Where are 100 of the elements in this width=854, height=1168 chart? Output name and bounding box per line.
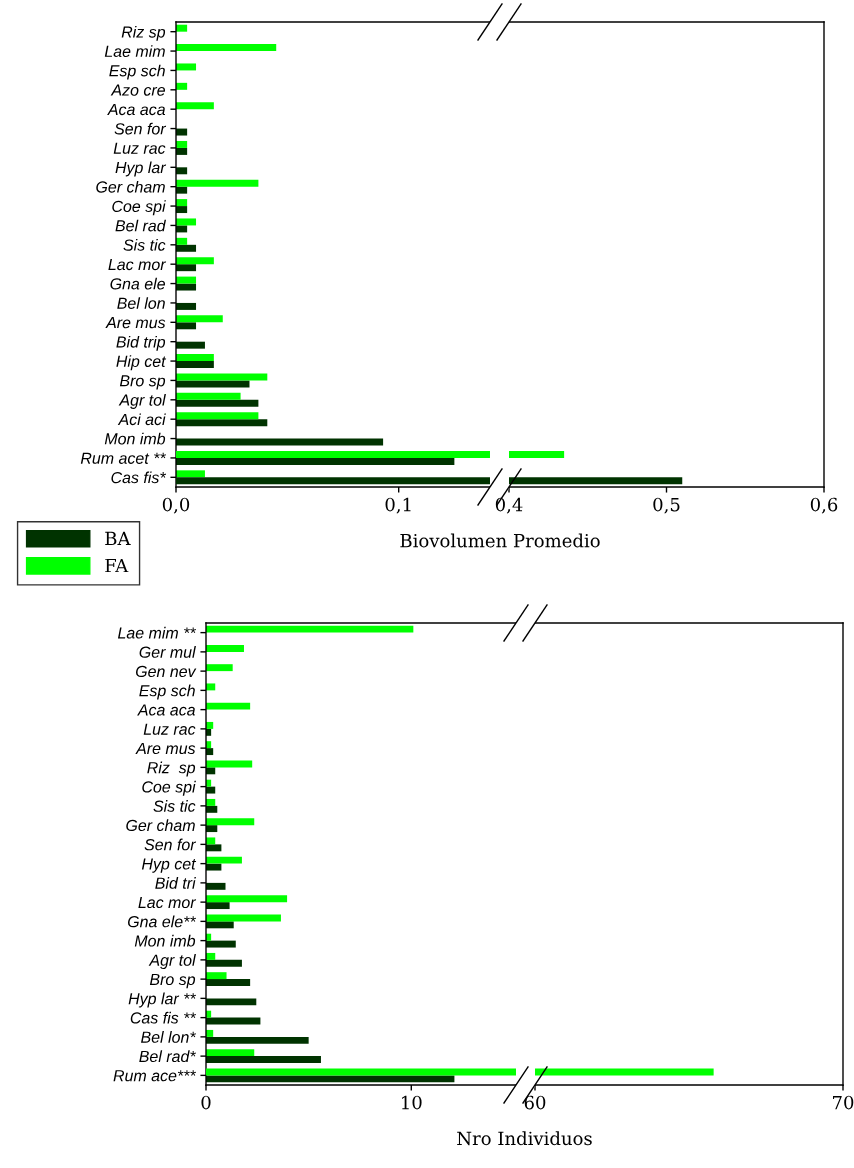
x-axis-title: Biovolumen Promedio xyxy=(400,533,600,548)
bar xyxy=(206,844,222,852)
bar xyxy=(176,44,277,52)
bar xyxy=(176,218,197,226)
x-tick-label: 0,0 xyxy=(162,497,190,514)
bar xyxy=(206,863,222,871)
bar xyxy=(206,805,218,813)
bar xyxy=(206,702,251,710)
y-tick-label: Esp sch xyxy=(139,684,195,700)
bar xyxy=(176,102,214,110)
bar xyxy=(176,140,188,148)
x-tick-label: 10 xyxy=(402,1095,422,1110)
bar xyxy=(206,1036,309,1044)
bar xyxy=(176,361,214,369)
y-tick-label: Are mus xyxy=(135,742,196,755)
bar xyxy=(176,147,188,155)
x-tick-label: 70 xyxy=(833,1095,854,1110)
bar xyxy=(176,179,259,187)
y-tick-label: Bel lon xyxy=(117,297,165,309)
bar xyxy=(206,902,230,910)
bar xyxy=(176,257,214,265)
y-tick-label: Azo cre xyxy=(110,84,165,96)
bar xyxy=(206,895,288,903)
bar xyxy=(176,24,188,32)
bar xyxy=(176,470,205,478)
x-tick-label: 0,1 xyxy=(385,497,411,514)
bar xyxy=(176,412,259,420)
y-tick-label: Lae mim xyxy=(104,45,165,58)
legend-label: FA xyxy=(105,558,129,573)
bar xyxy=(176,380,250,388)
y-tick-label: Bro sp xyxy=(149,973,196,989)
y-tick-label: Gna ele xyxy=(110,277,165,290)
y-tick-label: Lac mor xyxy=(138,896,197,909)
bar xyxy=(176,244,197,252)
y-tick-label: Sis tic xyxy=(153,800,196,812)
bar xyxy=(206,664,233,672)
bar xyxy=(176,225,188,233)
y-tick-label: Mon imb xyxy=(104,432,166,445)
y-tick-label: Aca aca xyxy=(137,704,196,716)
bar xyxy=(206,940,236,948)
bar xyxy=(176,167,188,175)
y-tick-label: Ger cham xyxy=(96,180,165,193)
y-tick-label: Bel rad* xyxy=(139,1050,197,1063)
bar xyxy=(176,82,188,90)
bar xyxy=(176,373,268,381)
y-tick-label: Gen nev xyxy=(136,665,197,678)
bar xyxy=(176,322,197,330)
bar xyxy=(176,276,197,284)
y-tick-label: Rum ace*** xyxy=(113,1070,197,1082)
y-tick-label: Sen for xyxy=(144,838,197,851)
bar xyxy=(176,186,188,194)
bar xyxy=(206,1056,321,1064)
bar xyxy=(206,856,242,864)
y-tick-label: Bel rad xyxy=(115,219,167,232)
bar xyxy=(176,283,197,291)
y-tick-label: Hyp lar ** xyxy=(128,992,197,1008)
bar xyxy=(206,825,218,833)
bar xyxy=(206,818,255,826)
bar xyxy=(176,354,214,362)
x-tick-label: 0,6 xyxy=(810,497,838,514)
x-tick-label: 0 xyxy=(201,1095,211,1110)
y-tick-label: Aca aca xyxy=(107,103,166,116)
x-tick-label: 0,4 xyxy=(495,497,523,514)
bar xyxy=(176,264,197,272)
y-tick-label: Sen for xyxy=(114,122,167,135)
y-tick-label: Coe spi xyxy=(142,780,196,796)
bar xyxy=(176,315,223,323)
bar xyxy=(176,419,268,427)
x-axis-title: Nro Individuos xyxy=(457,1131,592,1146)
bar xyxy=(176,237,188,245)
bar xyxy=(176,341,205,349)
y-tick-label: Coe spi xyxy=(112,200,166,216)
y-tick-label: Hyp lar xyxy=(115,161,167,177)
y-tick-label: Esp sch xyxy=(109,64,165,80)
y-tick-label: Agr tol xyxy=(118,394,166,409)
y-tick-label: Hip cet xyxy=(116,355,167,371)
y-tick-label: Lae mim ** xyxy=(117,626,197,639)
bar xyxy=(206,998,257,1006)
bar xyxy=(206,921,234,929)
y-tick-label: Bid trip xyxy=(116,335,166,351)
y-tick-label: Rum acet ** xyxy=(80,452,167,464)
y-tick-label: Agr tol xyxy=(148,954,196,969)
y-tick-label: Sis tic xyxy=(123,239,166,251)
bar xyxy=(206,1017,261,1025)
y-tick-label: Are mus xyxy=(105,317,166,329)
y-tick-label: Gna ele** xyxy=(128,915,197,928)
x-tick-label: 0,5 xyxy=(653,497,680,514)
bar xyxy=(176,438,384,446)
bar xyxy=(176,302,197,310)
bar xyxy=(206,914,281,922)
y-tick-label: Riz sp xyxy=(121,25,166,41)
bar xyxy=(176,206,188,214)
bar xyxy=(206,972,227,980)
bar xyxy=(206,959,242,967)
y-tick-label: Bro sp xyxy=(119,375,166,390)
bar xyxy=(206,644,244,652)
x-tick-label: 60 xyxy=(524,1095,546,1110)
y-tick-label: Cas fis ** xyxy=(130,1011,197,1024)
bar xyxy=(176,199,188,207)
y-tick-label: Bel lon* xyxy=(141,1031,197,1043)
